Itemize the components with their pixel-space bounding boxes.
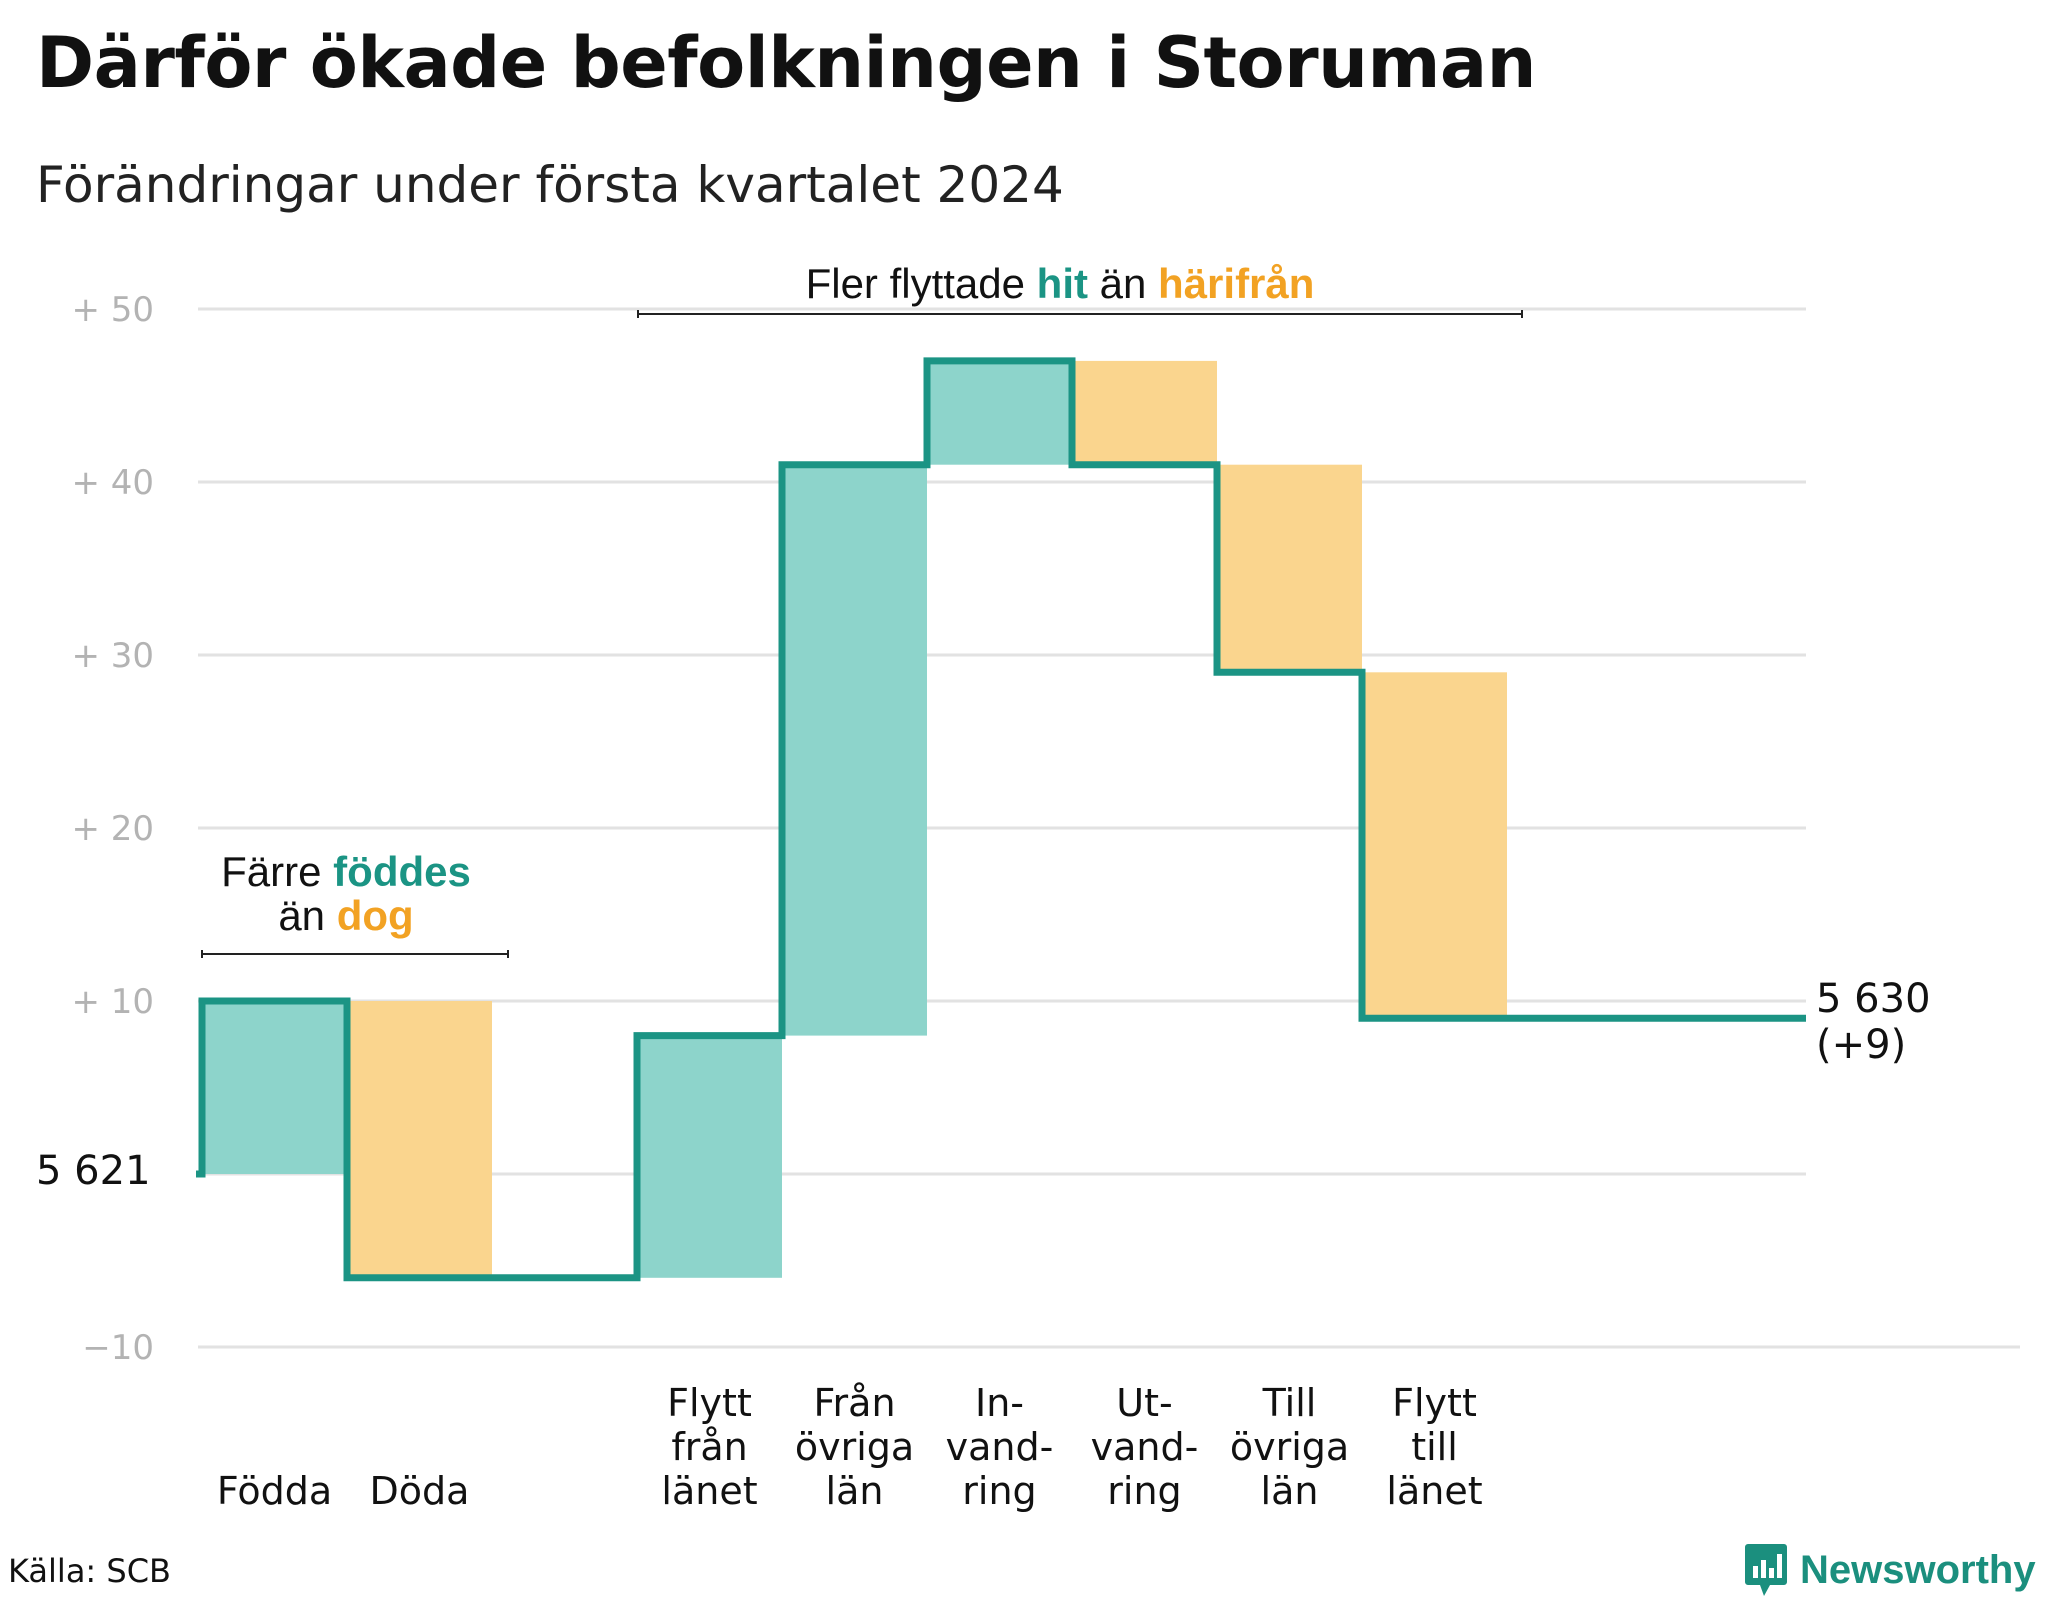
newsworthy-logo: Newsworthy	[1744, 1542, 2036, 1598]
x-category-label: län	[1261, 1469, 1319, 1513]
x-category-label: Till	[1262, 1381, 1317, 1425]
births-highlight: föddes	[333, 848, 471, 895]
waterfall-bar	[202, 1001, 347, 1174]
x-category-label: Födda	[217, 1469, 332, 1513]
moves-annotation-text: Fler flyttade hit än härifrån	[806, 260, 1315, 307]
x-category-label: län	[826, 1469, 884, 1513]
deaths-highlight: dog	[337, 892, 414, 939]
x-category-label: länet	[1386, 1469, 1482, 1513]
moves-in-highlight: hit	[1037, 260, 1088, 307]
waterfall-bar	[782, 464, 927, 1036]
births-annotation-line2: än dog	[278, 892, 413, 939]
x-category-label: Flytt	[1392, 1381, 1477, 1425]
start-value-label: 5 621	[36, 1148, 151, 1194]
chart-subtitle: Förändringar under första kvartalet 2024	[36, 156, 1064, 214]
waterfall-bar	[1072, 360, 1217, 465]
y-tick-label: + 10	[71, 982, 154, 1022]
waterfall-bar	[347, 1001, 492, 1278]
source-note: Källa: SCB	[8, 1552, 171, 1590]
x-category-label: ring	[962, 1469, 1036, 1513]
x-category-label: från	[671, 1425, 747, 1469]
x-category-label: länet	[661, 1469, 757, 1513]
y-tick-label: + 30	[71, 636, 154, 676]
end-delta-label: (+9)	[1816, 1022, 1906, 1068]
y-tick-label: + 50	[71, 290, 154, 330]
births-bracket	[201, 950, 509, 958]
x-category-label: Ut-	[1116, 1381, 1172, 1425]
x-category-label: till	[1411, 1425, 1458, 1469]
x-category-label: vand-	[1091, 1425, 1199, 1469]
births-annotation: Färre föddes än dog	[201, 848, 509, 958]
x-category-label: ring	[1107, 1469, 1181, 1513]
logo-wordmark: Newsworthy	[1800, 1547, 2036, 1592]
y-tick-label: + 40	[71, 463, 154, 503]
chart-title: Därför ökade befolkningen i Storuman	[36, 22, 1536, 104]
x-category-label: Från	[813, 1381, 895, 1425]
y-tick-label: −10	[82, 1328, 154, 1368]
waterfall-bar	[637, 1035, 782, 1278]
waterfall-bar	[927, 360, 1072, 465]
x-category-label: Flytt	[667, 1381, 752, 1425]
x-category-label: övriga	[795, 1425, 914, 1469]
waterfall-bar	[1217, 464, 1362, 673]
moves-annotation: Fler flyttade hit än härifrån	[637, 260, 1523, 318]
cumulative-step-line	[196, 357, 1806, 1282]
bar-chart-speech-icon	[1745, 1544, 1787, 1596]
x-category-label: Döda	[370, 1469, 470, 1513]
y-tick-label: + 20	[71, 809, 154, 849]
x-category-label: övriga	[1230, 1425, 1349, 1469]
end-value-label: 5 630	[1816, 976, 1931, 1022]
x-category-label: In-	[975, 1381, 1024, 1425]
waterfall-bar	[1362, 672, 1507, 1019]
moves-bracket	[637, 310, 1523, 318]
moves-out-highlight: härifrån	[1158, 260, 1314, 307]
births-annotation-line1: Färre föddes	[221, 848, 471, 895]
x-category-label: vand-	[946, 1425, 1054, 1469]
